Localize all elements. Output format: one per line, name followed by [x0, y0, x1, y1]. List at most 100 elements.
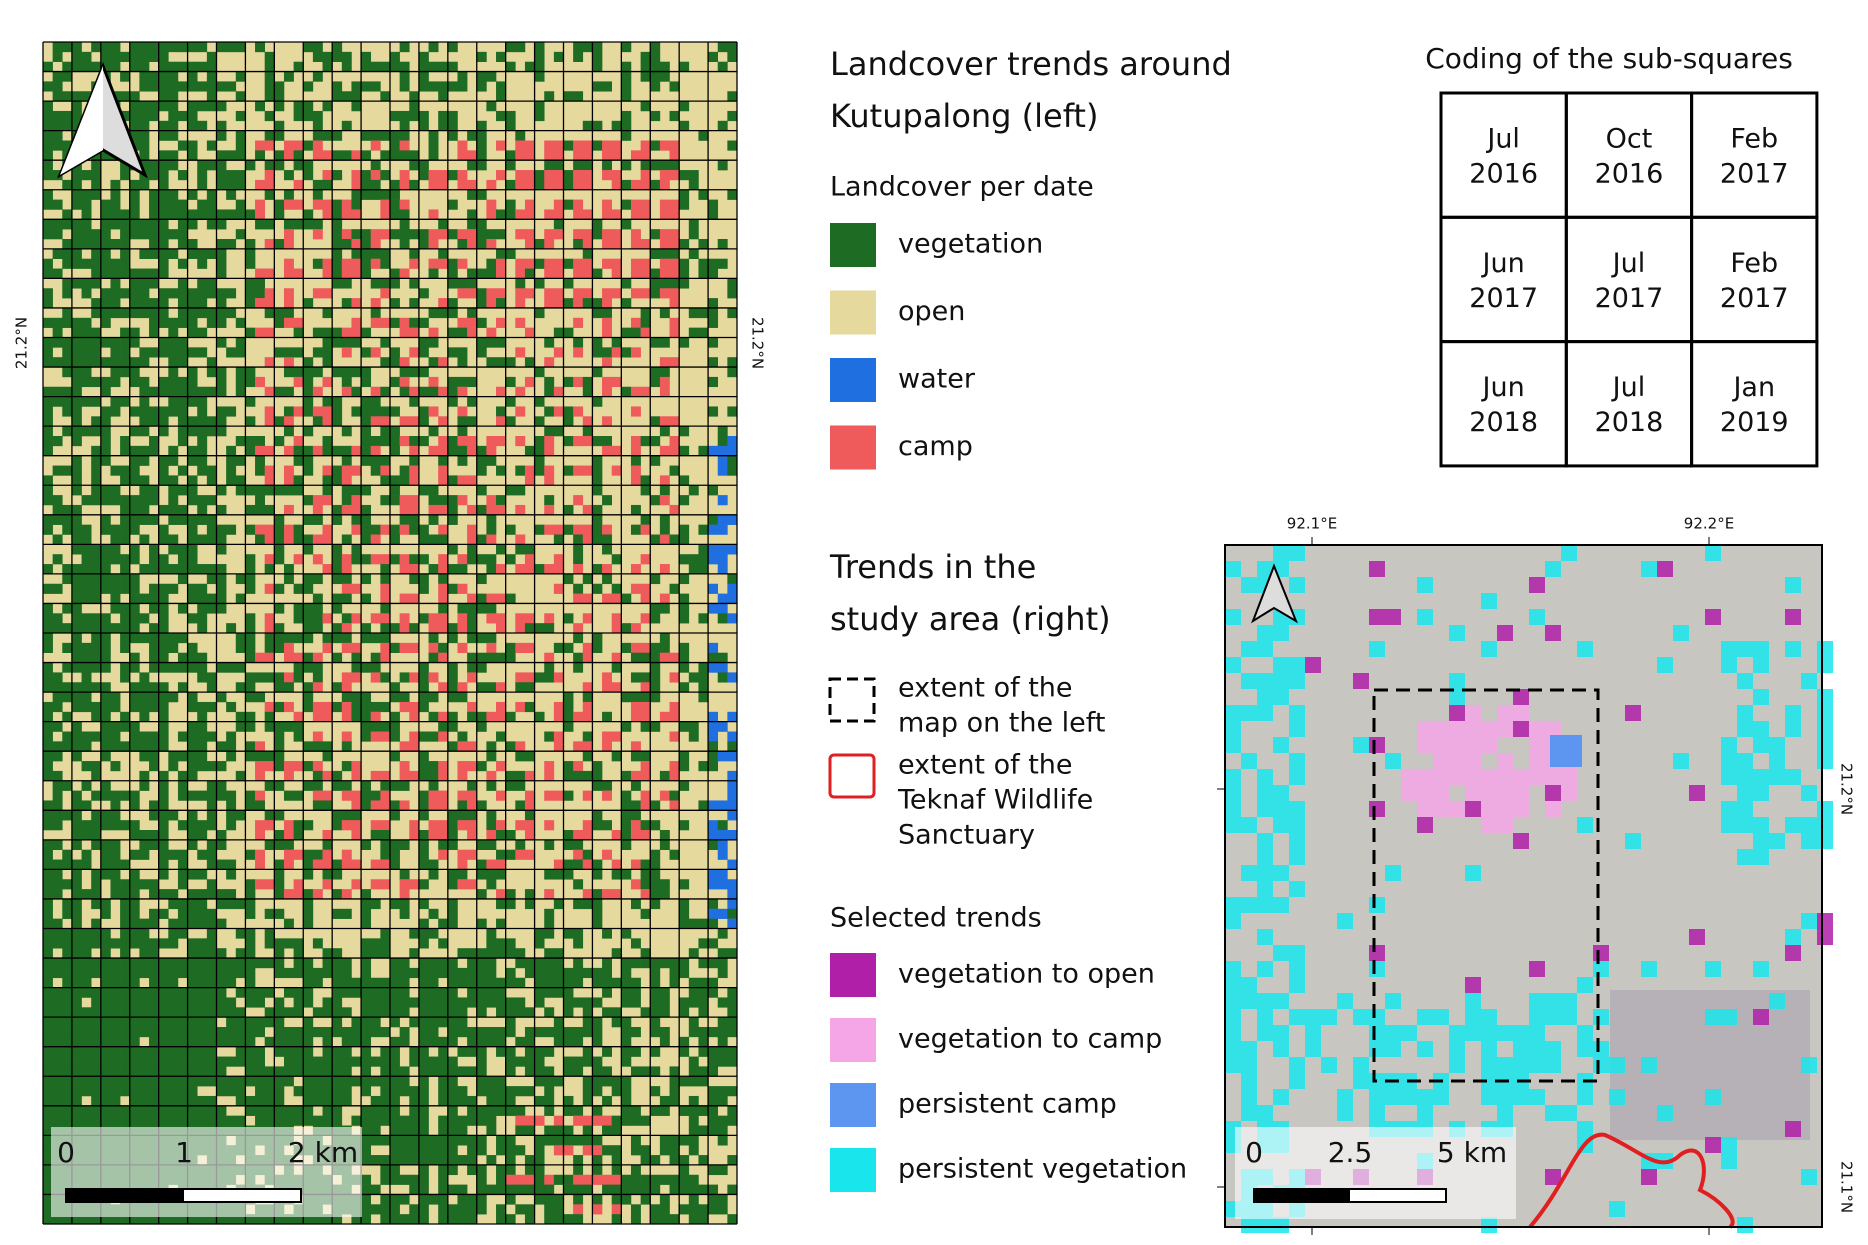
- land-cell: [361, 239, 371, 249]
- land-cell: [139, 594, 149, 604]
- land-cell: [592, 367, 602, 377]
- land-cell: [429, 338, 439, 348]
- land-cell: [110, 889, 120, 899]
- land-cell: [120, 52, 130, 62]
- land-cell: [361, 1066, 371, 1076]
- land-cell: [274, 347, 284, 357]
- land-cell: [650, 850, 660, 860]
- land-cell: [477, 298, 487, 308]
- land-cell: [43, 978, 53, 988]
- land-cell: [255, 1017, 265, 1027]
- land-cell: [496, 269, 506, 279]
- land-cell: [101, 712, 111, 722]
- land-cell: [583, 1027, 593, 1037]
- land-cell: [120, 436, 130, 446]
- land-cell: [429, 633, 439, 643]
- land-cell: [583, 505, 593, 515]
- land-cell: [438, 1057, 448, 1067]
- land-cell: [226, 1007, 236, 1017]
- land-cell: [149, 239, 159, 249]
- land-cell: [698, 328, 708, 338]
- land-cell: [641, 613, 651, 623]
- land-cell: [708, 800, 718, 810]
- land-cell: [660, 62, 670, 72]
- land-cell: [130, 938, 140, 948]
- land-cell: [168, 81, 178, 91]
- land-cell: [284, 150, 294, 160]
- land-cell: [457, 1086, 467, 1096]
- land-cell: [467, 209, 477, 219]
- trend-cell: [1529, 577, 1545, 593]
- trend-cell: [1497, 721, 1513, 737]
- land-cell: [573, 180, 583, 190]
- land-cell: [149, 840, 159, 850]
- land-cell: [535, 997, 545, 1007]
- land-cell: [670, 229, 680, 239]
- land-cell: [419, 1214, 429, 1224]
- land-cell: [698, 672, 708, 682]
- trend-cell: [1225, 737, 1241, 753]
- land-cell: [361, 1194, 371, 1204]
- land-cell: [708, 209, 718, 219]
- land-cell: [120, 722, 130, 732]
- land-cell: [342, 200, 352, 210]
- land-cell: [82, 426, 92, 436]
- land-cell: [708, 1165, 718, 1175]
- land-cell: [255, 820, 265, 830]
- land-cell: [255, 446, 265, 456]
- land-cell: [332, 338, 342, 348]
- land-cell: [380, 1066, 390, 1076]
- land-cell: [602, 594, 612, 604]
- land-cell: [380, 1086, 390, 1096]
- land-cell: [91, 1106, 101, 1116]
- land-cell: [53, 466, 63, 476]
- land-cell: [332, 249, 342, 259]
- land-cell: [120, 367, 130, 377]
- land-cell: [371, 62, 381, 72]
- land-cell: [448, 879, 458, 889]
- land-cell: [535, 712, 545, 722]
- land-cell: [573, 741, 583, 751]
- land-cell: [641, 682, 651, 692]
- land-cell: [110, 200, 120, 210]
- land-cell: [342, 1076, 352, 1086]
- land-cell: [197, 997, 207, 1007]
- land-cell: [727, 909, 737, 919]
- land-cell: [621, 219, 631, 229]
- land-cell: [323, 633, 333, 643]
- land-cell: [467, 239, 477, 249]
- land-cell: [679, 1204, 689, 1214]
- land-cell: [486, 446, 496, 456]
- land-cell: [245, 751, 255, 761]
- land-cell: [91, 732, 101, 742]
- land-cell: [313, 200, 323, 210]
- land-cell: [457, 1047, 467, 1057]
- land-cell: [361, 328, 371, 338]
- land-cell: [525, 239, 535, 249]
- land-cell: [197, 1027, 207, 1037]
- land-cell: [371, 791, 381, 801]
- land-cell: [188, 1037, 198, 1047]
- land-cell: [159, 1096, 169, 1106]
- land-cell: [62, 406, 72, 416]
- land-cell: [178, 298, 188, 308]
- land-cell: [197, 594, 207, 604]
- land-cell: [457, 1194, 467, 1204]
- land-cell: [342, 505, 352, 515]
- land-cell: [197, 830, 207, 840]
- land-cell: [429, 180, 439, 190]
- land-cell: [641, 328, 651, 338]
- land-cell: [217, 406, 227, 416]
- land-cell: [120, 249, 130, 259]
- land-cell: [718, 1017, 728, 1027]
- land-cell: [419, 52, 429, 62]
- land-cell: [689, 180, 699, 190]
- land-cell: [303, 1017, 313, 1027]
- land-cell: [457, 879, 467, 889]
- land-cell: [679, 1047, 689, 1057]
- land-cell: [477, 121, 487, 131]
- land-cell: [236, 485, 246, 495]
- land-cell: [496, 141, 506, 151]
- land-cell: [670, 1185, 680, 1195]
- land-cell: [448, 909, 458, 919]
